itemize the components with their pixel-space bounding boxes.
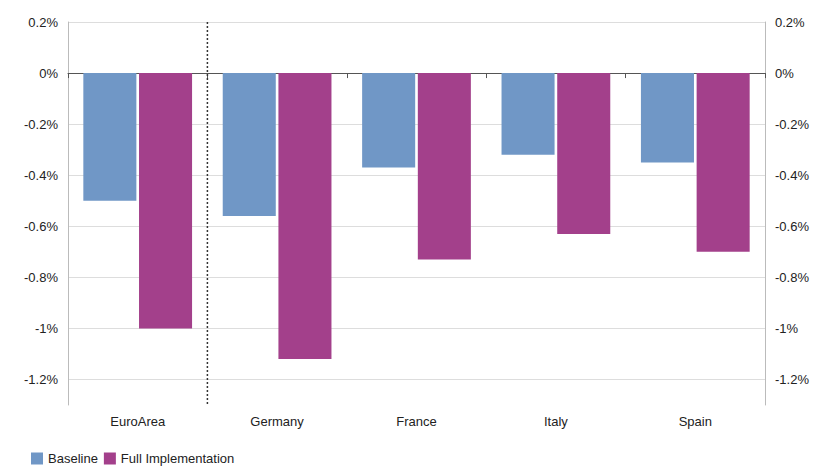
svg-text:-1%: -1% xyxy=(35,321,59,336)
svg-text:Italy: Italy xyxy=(544,414,568,429)
svg-text:-0.4%: -0.4% xyxy=(24,168,58,183)
svg-text:-1.2%: -1.2% xyxy=(24,372,58,387)
svg-text:-1%: -1% xyxy=(775,321,799,336)
svg-text:Spain: Spain xyxy=(679,414,712,429)
svg-text:-0.6%: -0.6% xyxy=(775,219,809,234)
svg-text:0%: 0% xyxy=(39,66,58,81)
svg-text:-0.8%: -0.8% xyxy=(24,270,58,285)
svg-text:France: France xyxy=(396,414,436,429)
svg-text:Baseline: Baseline xyxy=(48,451,98,466)
svg-text:-1.2%: -1.2% xyxy=(775,372,809,387)
svg-text:-0.4%: -0.4% xyxy=(775,168,809,183)
svg-text:0.2%: 0.2% xyxy=(28,15,58,30)
svg-text:Germany: Germany xyxy=(250,414,304,429)
svg-text:-0.6%: -0.6% xyxy=(24,219,58,234)
svg-text:-0.2%: -0.2% xyxy=(775,117,809,132)
svg-text:EuroArea: EuroArea xyxy=(110,414,166,429)
svg-text:Full Implementation: Full Implementation xyxy=(121,451,234,466)
svg-text:-0.2%: -0.2% xyxy=(24,117,58,132)
svg-text:0%: 0% xyxy=(775,66,794,81)
svg-text:-0.8%: -0.8% xyxy=(775,270,809,285)
svg-text:0.2%: 0.2% xyxy=(775,15,805,30)
